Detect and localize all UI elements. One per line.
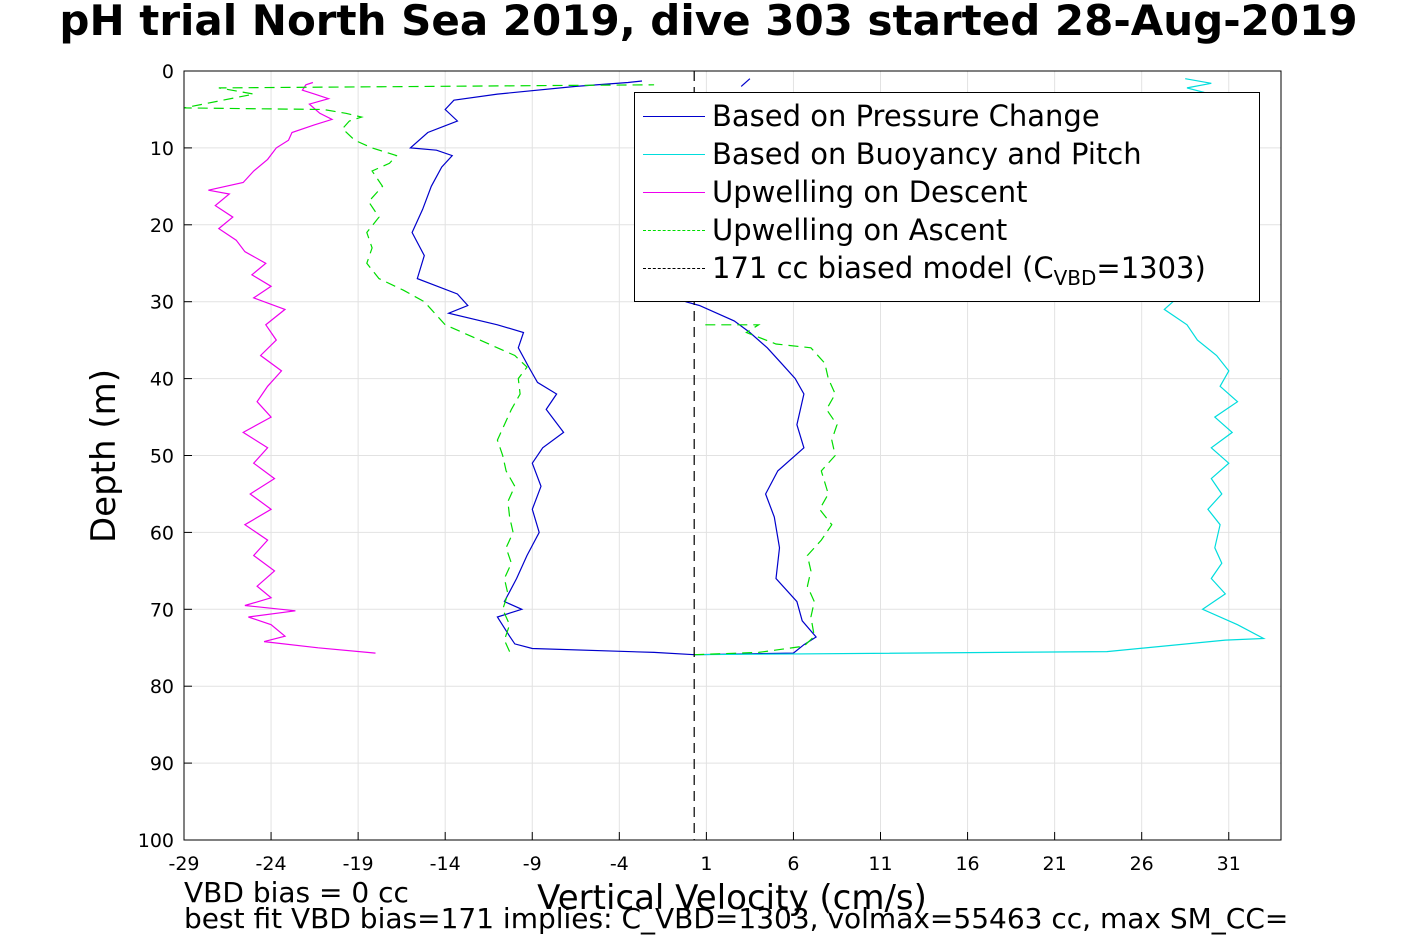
- legend-item-biased-model: 171 cc biased model (CVBD=1303): [635, 249, 1259, 290]
- legend: Based on Pressure Change Based on Buoyan…: [634, 92, 1260, 302]
- y-tick-label: 80: [150, 676, 174, 698]
- legend-label-upwelling-descent: Upwelling on Descent: [712, 175, 1028, 209]
- y-tick-label: 50: [150, 446, 174, 468]
- y-tick-label: 90: [150, 753, 174, 775]
- x-tick-label: 21: [1043, 853, 1067, 875]
- legend-label-biased-model-sub: VBD: [1053, 265, 1097, 290]
- x-tick-label: -4: [610, 853, 629, 875]
- x-tick-label: 16: [955, 853, 979, 875]
- legend-swatch-buoyancy-pitch: [643, 154, 705, 155]
- vbd-bias-note: VBD bias = 0 cc: [184, 876, 409, 909]
- x-tick-label: 6: [787, 853, 799, 875]
- legend-label-upwelling-ascent: Upwelling on Ascent: [712, 213, 1008, 247]
- legend-item-upwelling-ascent: Upwelling on Ascent: [635, 211, 1259, 249]
- series-line-5: [740, 78, 751, 87]
- chart-title: pH trial North Sea 2019, dive 303 starte…: [59, 0, 1358, 45]
- series-layer: [184, 71, 1266, 840]
- y-tick-label: 30: [150, 292, 174, 314]
- x-tick-label: -9: [523, 853, 542, 875]
- series-line-0: [408, 80, 818, 656]
- legend-swatch-pressure-change: [643, 116, 705, 117]
- legend-swatch-biased-model: [643, 268, 705, 269]
- legend-label-biased-model: 171 cc biased model (CVBD=1303): [712, 249, 1206, 297]
- x-tick-label: -24: [256, 853, 287, 875]
- y-tick-label: 0: [162, 61, 174, 83]
- x-tick-label: 31: [1217, 853, 1241, 875]
- x-tick-label: 11: [868, 853, 892, 875]
- y-axis-label: Depth (m): [84, 368, 124, 544]
- best-fit-note: best fit VBD bias=171 implies: C_VBD=130…: [184, 902, 1289, 935]
- y-tick-label: 20: [150, 215, 174, 237]
- legend-swatch-upwelling-ascent: [643, 230, 705, 231]
- legend-label-biased-model-pre: 171 cc biased model (C: [712, 251, 1054, 285]
- y-tick-label: 60: [150, 522, 174, 544]
- legend-item-buoyancy-pitch: Based on Buoyancy and Pitch: [635, 135, 1259, 173]
- y-tick-label: 40: [150, 369, 174, 391]
- series-line-6: [1185, 78, 1212, 94]
- y-tick-label: 100: [138, 830, 174, 852]
- x-tick-label: -19: [343, 853, 374, 875]
- legend-label-buoyancy-pitch: Based on Buoyancy and Pitch: [712, 137, 1142, 171]
- legend-label-pressure-change: Based on Pressure Change: [712, 99, 1100, 133]
- legend-item-pressure-change: Based on Pressure Change: [635, 97, 1259, 135]
- legend-label-biased-model-post: =1303): [1096, 251, 1206, 285]
- series-line-4: [694, 324, 838, 656]
- y-tick-label: 10: [150, 138, 174, 160]
- legend-swatch-upwelling-descent: [643, 192, 705, 193]
- x-tick-label: -29: [168, 853, 199, 875]
- tick-layer: -29 -24 -19 -14 -9 -4 1 6 11 16 21 26 31010203040506…: [138, 61, 1241, 875]
- x-tick-label: 1: [700, 853, 712, 875]
- series-line-1: [694, 301, 1266, 656]
- x-tick-label: 26: [1130, 853, 1154, 875]
- legend-item-upwelling-descent: Upwelling on Descent: [635, 173, 1259, 211]
- series-line-2: [208, 81, 376, 654]
- y-tick-label: 70: [150, 599, 174, 621]
- x-axis-label: Vertical Velocity (cm/s): [537, 878, 927, 918]
- x-tick-label: -14: [430, 853, 461, 875]
